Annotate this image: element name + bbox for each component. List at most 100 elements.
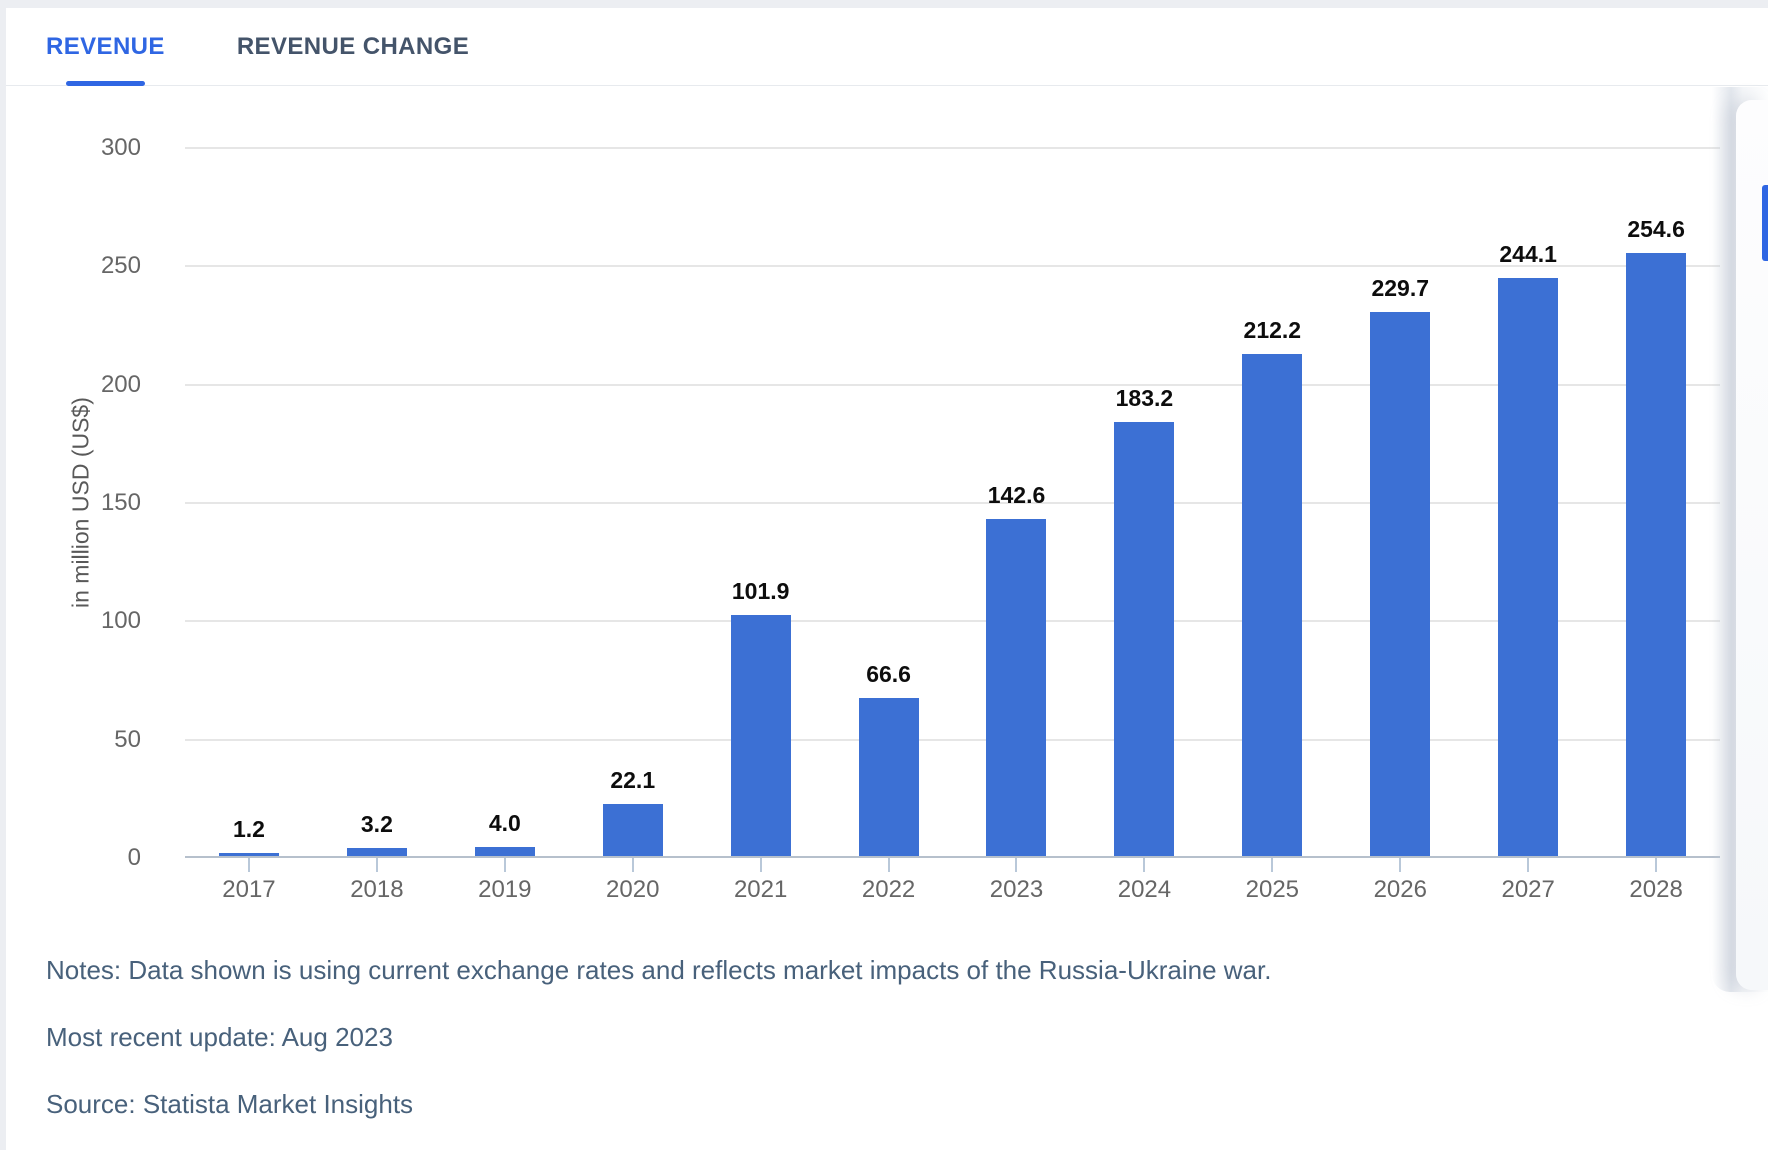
gridline-100	[185, 620, 1720, 623]
page-background-top	[0, 0, 1768, 8]
x-slot-2017: 2017	[185, 858, 313, 916]
y-tick-label-100: 100	[100, 607, 141, 635]
x-tick-mark-2018	[375, 858, 378, 872]
x-tick-label-2018: 2018	[350, 876, 404, 903]
x-slot-2025: 2025	[1208, 858, 1336, 916]
bar-slot-2017: 1.2	[185, 148, 313, 856]
bar-slot-2019: 4.0	[441, 148, 569, 856]
x-tick-label-2021: 2021	[733, 876, 788, 903]
bar-2021[interactable]	[730, 614, 791, 856]
bar-slot-2020: 22.1	[569, 148, 697, 856]
tab-revenue-change-label: REVENUE CHANGE	[236, 32, 470, 60]
chart-footer: Notes: Data shown is using current excha…	[6, 916, 1768, 1118]
tab-revenue[interactable]: REVENUE	[46, 8, 165, 86]
x-tick-label-2023: 2023	[989, 876, 1044, 903]
value-label-2022: 66.6	[866, 661, 911, 688]
x-tick-label-2019: 2019	[478, 876, 532, 903]
value-label-2020: 22.1	[610, 766, 656, 793]
gridline-50	[185, 738, 1720, 741]
x-slot-2023: 2023	[953, 858, 1081, 916]
bar-slot-2027: 244.1	[1464, 148, 1592, 856]
x-tick-label-2022: 2022	[861, 876, 916, 903]
gridline-200	[185, 383, 1720, 386]
x-tick-label-2025: 2025	[1245, 876, 1300, 903]
gridline-300	[185, 147, 1720, 149]
bar-2022[interactable]	[858, 698, 919, 856]
bar-2020[interactable]	[602, 803, 663, 856]
x-tick-mark-2024	[1143, 858, 1146, 872]
bar-2024[interactable]	[1114, 422, 1175, 856]
y-tick-label-250: 250	[100, 252, 141, 280]
revenue-bar-chart: in million USD (US$) 0 50 100 150 200 250 300 …	[6, 86, 1768, 916]
bars-row: 1.2 3.2 4.0 22.1 101.9 66.6 142.6 183.2 212.2 229…	[185, 148, 1720, 856]
y-tick-label-300: 300	[100, 134, 141, 161]
x-tick-mark-2025	[1271, 858, 1274, 872]
plot-area: 1.2 3.2 4.0 22.1 101.9 66.6 142.6 183.2 212.2 229…	[185, 147, 1720, 858]
x-slot-2027: 2027	[1464, 858, 1592, 916]
x-slot-2024: 2024	[1080, 858, 1208, 916]
x-tick-mark-2022	[887, 858, 890, 872]
bar-2026[interactable]	[1370, 312, 1431, 856]
bar-2023[interactable]	[986, 518, 1047, 856]
x-slot-2026: 2026	[1336, 858, 1464, 916]
x-tick-label-2020: 2020	[606, 876, 660, 903]
value-label-2028: 254.6	[1627, 216, 1685, 243]
bar-2017[interactable]	[218, 853, 279, 856]
x-tick-label-2024: 2024	[1117, 876, 1172, 903]
value-label-2017: 1.2	[232, 816, 265, 843]
update-text: Most recent update: Aug 2023	[46, 1022, 393, 1052]
x-slot-2021: 2021	[697, 858, 825, 916]
active-tab-underline	[66, 81, 145, 86]
bar-2028[interactable]	[1626, 253, 1687, 856]
y-tick-label-0: 0	[127, 844, 141, 871]
notes-text: Notes: Data shown is using current excha…	[46, 955, 1272, 985]
gridline-250	[185, 265, 1720, 268]
y-tick-label-150: 150	[100, 489, 141, 516]
value-label-2024: 183.2	[1115, 385, 1174, 412]
x-slot-2018: 2018	[313, 858, 441, 916]
source-text: Source: Statista Market Insights	[46, 1089, 414, 1119]
y-tick-label-50: 50	[114, 725, 141, 753]
bar-slot-2021: 101.9	[697, 148, 825, 856]
x-tick-mark-2027	[1527, 858, 1530, 872]
x-tick-label-2028: 2028	[1629, 876, 1683, 903]
gridline-150	[185, 502, 1720, 504]
x-slot-2019: 2019	[441, 858, 569, 916]
page-background-left	[0, 0, 6, 1150]
x-tick-label-2027: 2027	[1501, 876, 1555, 903]
value-label-2018: 3.2	[360, 811, 393, 838]
x-tick-mark-2017	[247, 858, 250, 872]
x-tick-mark-2028	[1655, 858, 1658, 872]
x-slot-2022: 2022	[825, 858, 953, 916]
bar-2025[interactable]	[1242, 353, 1303, 856]
x-tick-mark-2019	[503, 858, 506, 872]
x-slot-2028: 2028	[1592, 858, 1720, 916]
bar-slot-2023: 142.6	[953, 148, 1081, 856]
bar-2019[interactable]	[474, 846, 535, 856]
tab-revenue-label: REVENUE	[46, 32, 165, 60]
tab-bar: REVENUE REVENUE CHANGE	[6, 8, 1768, 86]
x-tick-label-2017: 2017	[222, 876, 276, 903]
bar-2018[interactable]	[346, 848, 407, 856]
y-tick-label-200: 200	[100, 370, 141, 398]
value-label-2021: 101.9	[731, 577, 790, 604]
scrollbar-thumb[interactable]	[1762, 185, 1768, 261]
chart-card: REVENUE REVENUE CHANGE in million USD (U…	[6, 8, 1768, 1150]
bar-slot-2018: 3.2	[313, 148, 441, 856]
x-slot-2020: 2020	[569, 858, 697, 916]
x-axis: 2017 2018 2019 2020 2021 2022 2023 2024 2025 2026…	[185, 858, 1720, 916]
x-tick-mark-2026	[1399, 858, 1402, 872]
value-label-2025: 212.2	[1243, 316, 1302, 343]
bar-2027[interactable]	[1498, 278, 1559, 856]
x-tick-mark-2023	[1015, 858, 1018, 872]
bar-slot-2022: 66.6	[825, 148, 953, 856]
x-tick-label-2026: 2026	[1373, 876, 1427, 903]
value-label-2019: 4.0	[488, 809, 521, 836]
tab-revenue-change[interactable]: REVENUE CHANGE	[237, 8, 469, 85]
bar-slot-2026: 229.7	[1336, 148, 1464, 856]
value-label-2023: 142.6	[987, 481, 1046, 508]
bar-slot-2025: 212.2	[1208, 148, 1336, 856]
x-tick-mark-2021	[759, 858, 762, 872]
value-label-2026: 229.7	[1371, 275, 1430, 302]
x-tick-mark-2020	[631, 858, 634, 872]
